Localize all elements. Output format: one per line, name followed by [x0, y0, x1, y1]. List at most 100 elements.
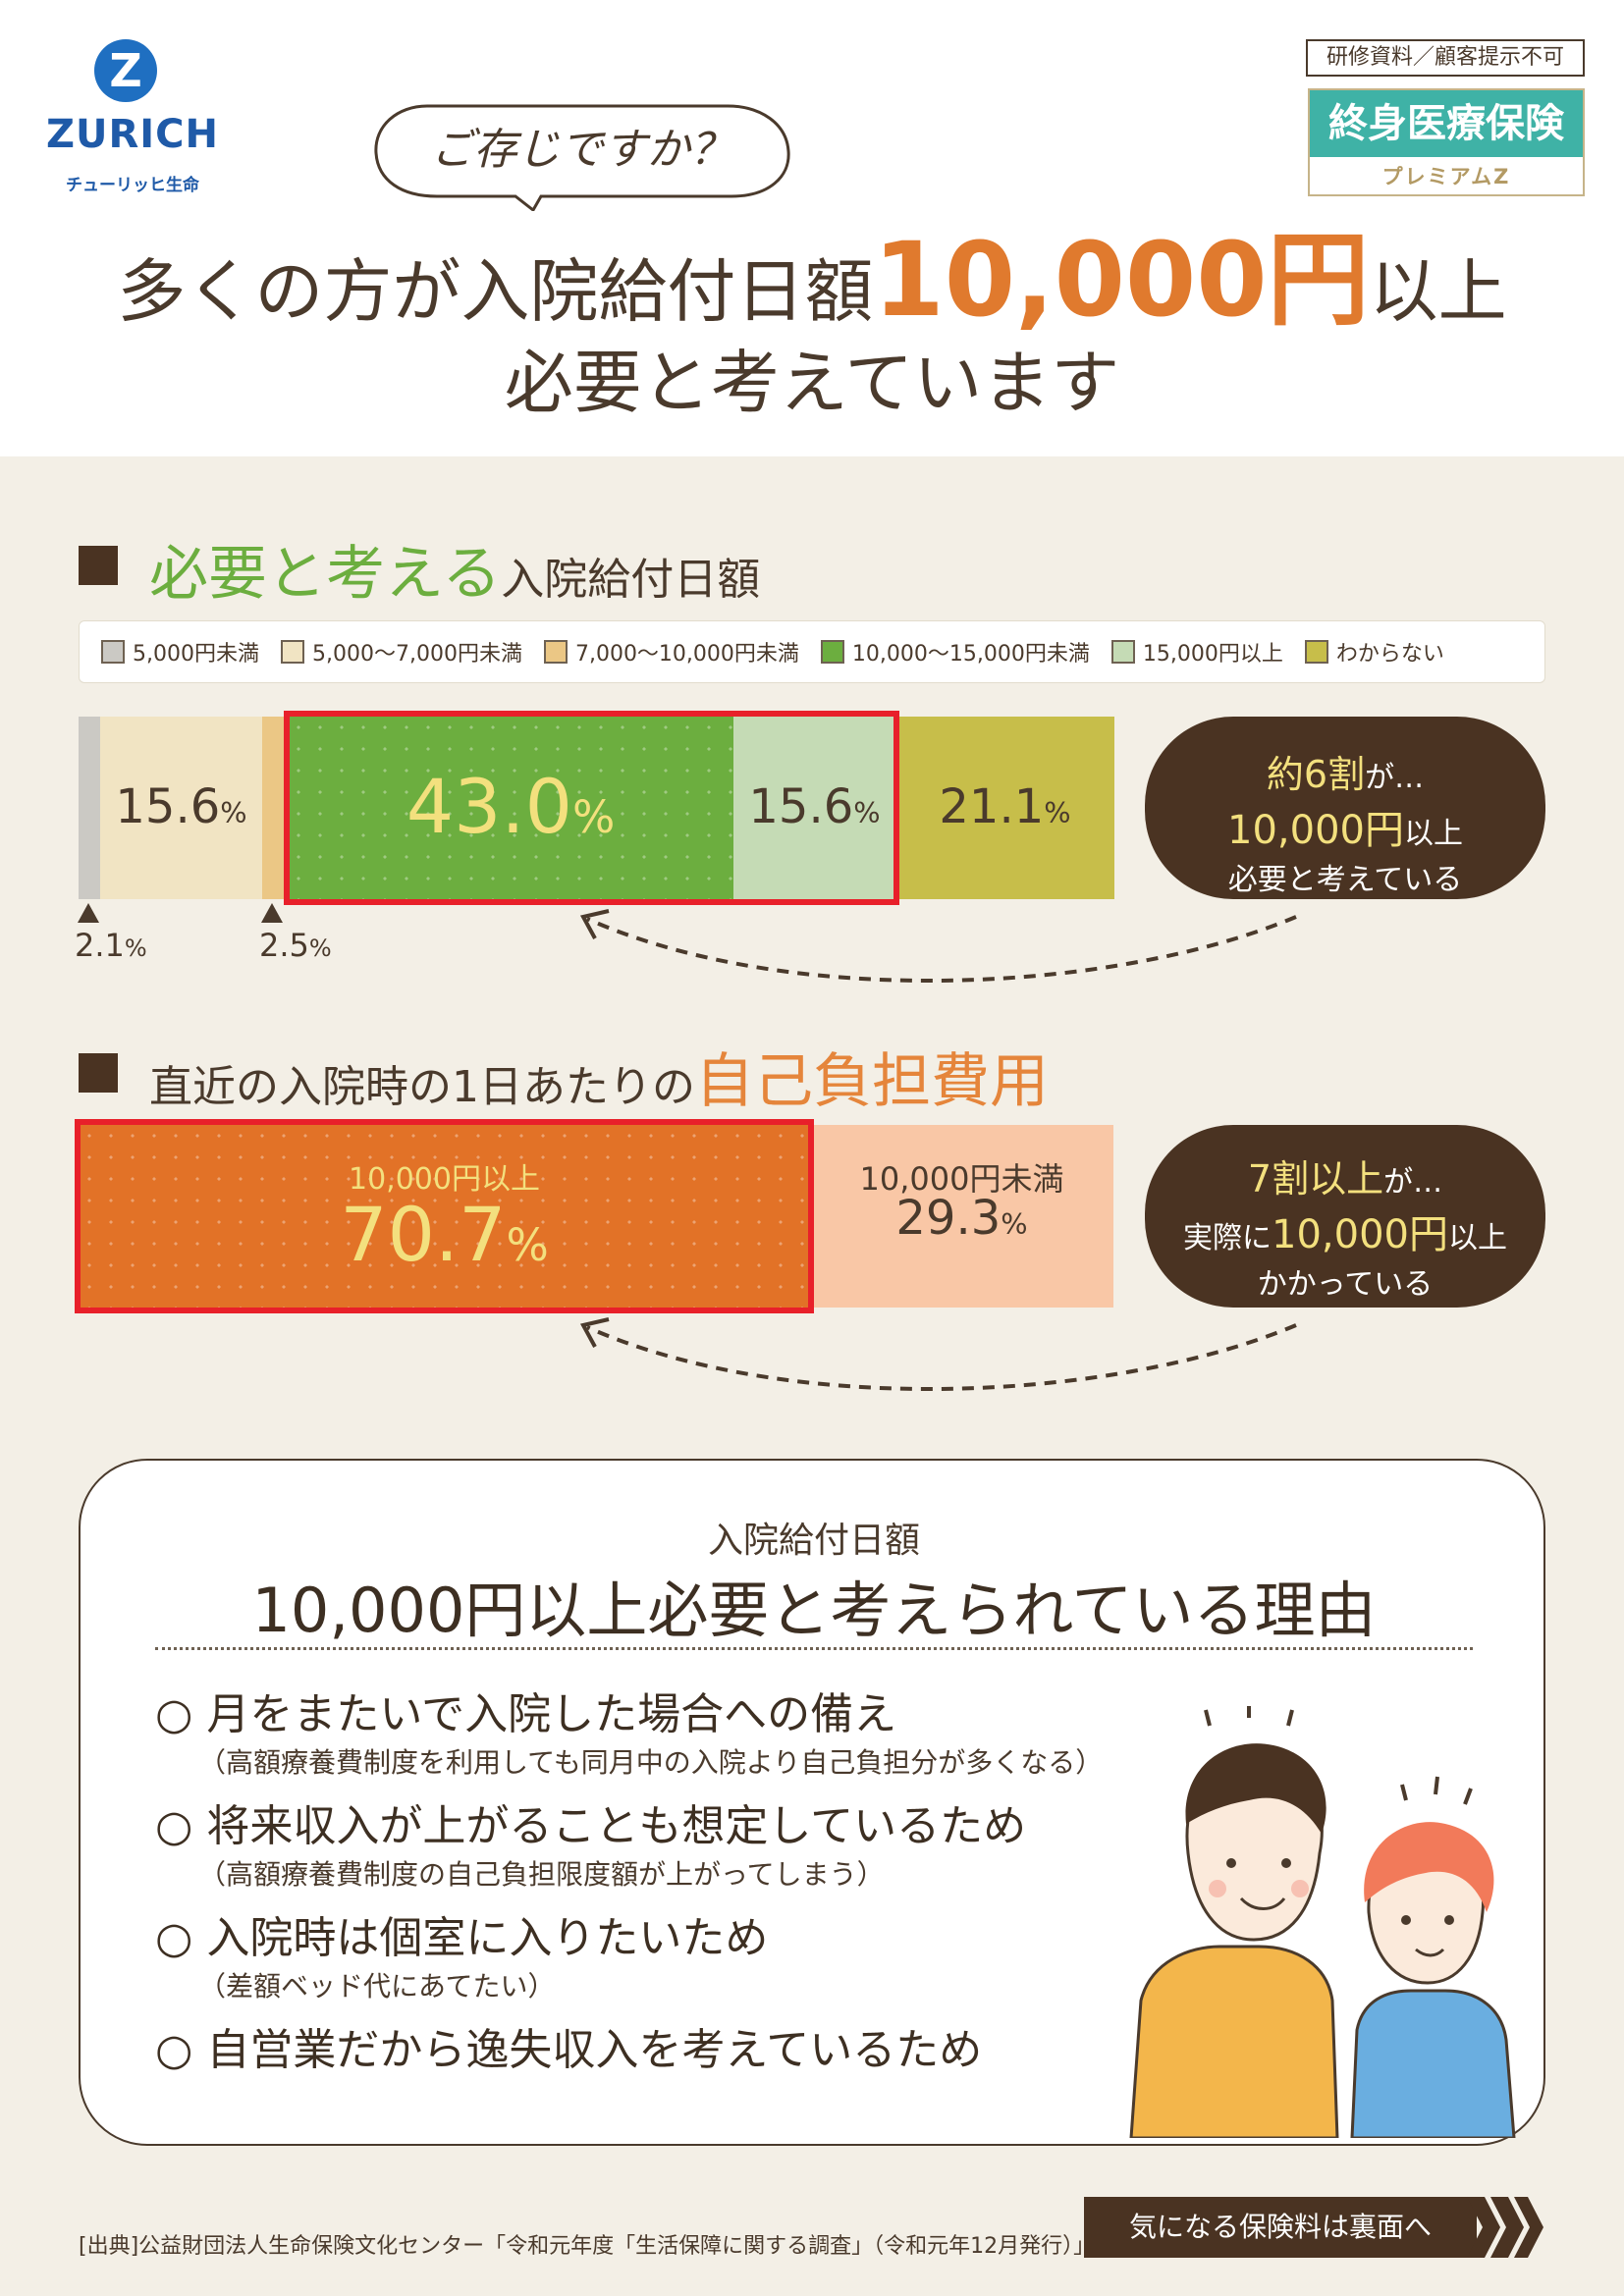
percent-sign: % — [506, 1218, 549, 1271]
section-1-title-highlight: 必要と考える — [149, 540, 502, 609]
percent-sign: % — [124, 934, 147, 962]
highlight-frame — [75, 1119, 814, 1313]
callout-1: 約6割が… 10,000円以上 必要と考えている — [1145, 717, 1545, 899]
legend-swatch — [820, 640, 844, 664]
legend-label: 5,000〜7,000円未満 — [311, 642, 522, 667]
section-2-title: 直近の入院時の1日あたりの自己負担費用 — [149, 1034, 1049, 1119]
legend-swatch — [1304, 640, 1328, 664]
product-name: 終身医療保険 — [1310, 90, 1583, 157]
note-7000-10000: 2.5% — [259, 927, 332, 964]
headline-line-1: 多くの方が入院給付日額10,000円以上 — [39, 226, 1585, 346]
reason-item: ○ 入院時は個室に入りたいため （差額ベッド代にあてたい） — [155, 1902, 768, 2004]
callout-1-emph: 約6割 — [1266, 753, 1366, 796]
speech-bubble-icon — [374, 104, 790, 211]
callout-1-line-3: 必要と考えている — [1227, 863, 1463, 897]
reason-note: （高額療養費制度を利用しても同月中の入院より自己負担分が多くなる） — [198, 1746, 1104, 1779]
value-number: 43.0 — [406, 763, 572, 851]
marker-triangle-icon — [261, 903, 283, 923]
chart-1-legend: 5,000円未満 5,000〜7,000円未満 7,000〜10,000円未満 … — [79, 620, 1545, 683]
circle-bullet-icon: ○ — [155, 2025, 193, 2075]
section-1-square-icon — [79, 546, 118, 585]
legend-label: 7,000〜10,000円未満 — [574, 642, 799, 667]
bar-segment-value: 29.3% — [810, 1191, 1113, 1246]
legend-item: わからない — [1304, 636, 1444, 667]
callout-2: 7割以上が… 実際に10,000円以上 かかっている — [1145, 1125, 1545, 1308]
reason-main: ○ 入院時は個室に入りたいため — [155, 1902, 768, 1965]
reason-text: 将来収入が上がることも想定しているため — [206, 1801, 1027, 1851]
headline-line-2: 必要と考えています — [504, 343, 1120, 423]
see-reverse-side-button[interactable]: 気になる保険料は裏面へ — [1084, 2197, 1477, 2258]
reason-note: （差額ベッド代にあてたい） — [198, 1970, 556, 2002]
legend-label: 10,000〜15,000円未満 — [851, 642, 1090, 667]
callout-2-text: が… — [1383, 1165, 1443, 1200]
bar-segment — [100, 717, 262, 899]
bar-segment-caption: 10,000円未満 — [859, 1159, 1064, 1198]
bar-segment — [288, 717, 733, 899]
note-under-5000: 2.1% — [75, 927, 147, 964]
legend-label: わからない — [1335, 642, 1444, 667]
legend-item: 5,000〜7,000円未満 — [280, 636, 522, 667]
reason-main: ○ 自営業だから逸失収入を考えているため — [155, 2014, 982, 2077]
section-2-square-icon — [79, 1053, 118, 1093]
callout-1-text: 以上 — [1403, 817, 1463, 851]
bar-segment — [810, 1125, 1113, 1308]
stacked-bar-out-of-pocket: 10,000円以上 70.7% 10,000円未満 29.3% — [75, 1119, 1113, 1313]
bubble-text: ご存じですか？ — [430, 125, 733, 175]
legend-item: 15,000円以上 — [1110, 636, 1283, 667]
reason-item: ○ 自営業だから逸失収入を考えているため — [155, 2014, 982, 2077]
triple-chevron-right-icon — [1467, 2197, 1543, 2258]
callout-2-line-1: 7割以上が… — [1145, 1148, 1545, 1202]
circle-bullet-icon: ○ — [155, 1801, 193, 1851]
zurich-logo-icon: Z — [94, 39, 157, 102]
product-badge: 終身医療保険 プレミアムZ — [1308, 88, 1585, 196]
marker-triangle-icon — [78, 903, 99, 923]
percent-sign: % — [853, 796, 881, 830]
bar-segment-value: 70.7% — [79, 1191, 810, 1278]
bar-segment — [733, 717, 895, 899]
note-under-5000-value: 2.1 — [75, 927, 125, 964]
note-7000-10000-value: 2.5 — [259, 927, 309, 964]
internal-notice: 研修資料／顧客提示不可 — [1306, 39, 1585, 77]
reason-item: ○ 月をまたいで入院した場合への備え （高額療養費制度を利用しても同月中の入院よ… — [155, 1679, 1103, 1781]
bar-segment-value: 21.1% — [895, 779, 1114, 834]
reason-main: ○ 月をまたいで入院した場合への備え — [155, 1679, 1103, 1741]
value-number: 21.1 — [939, 779, 1045, 835]
percent-sign: % — [1001, 1206, 1028, 1241]
legend-label: 15,000円以上 — [1142, 642, 1283, 667]
reason-text: 入院時は個室に入りたいため — [206, 1913, 769, 1963]
section-1-title-rest: 入院給付日額 — [501, 555, 761, 605]
curved-arrow-icon — [579, 1317, 1297, 1392]
legend-swatch — [101, 640, 125, 664]
callout-2-amount: 10,000円 — [1272, 1212, 1448, 1257]
reason-note: （高額療養費制度の自己負担限度額が上がってしまう） — [198, 1858, 885, 1891]
callout-2-text: 実際に — [1183, 1221, 1272, 1255]
section-2-title-highlight: 自己負担費用 — [695, 1047, 1049, 1116]
bar-segment — [79, 1125, 810, 1308]
legend-swatch — [543, 640, 568, 664]
curved-arrow-icon — [579, 909, 1297, 984]
legend-swatch — [280, 640, 304, 664]
callout-2-line-3: かかっている — [1257, 1267, 1434, 1302]
reasons-subtitle: 入院給付日額 — [707, 1521, 920, 1561]
circle-bullet-icon: ○ — [155, 1913, 193, 1963]
bar-segment-value: 15.6% — [100, 779, 262, 834]
legend-item: 7,000〜10,000円未満 — [543, 636, 799, 667]
percent-sign: % — [308, 934, 332, 962]
legend-item: 10,000〜15,000円未満 — [820, 636, 1090, 667]
value-number: 70.7 — [340, 1190, 507, 1278]
dotted-divider — [155, 1647, 1473, 1650]
callout-1-text: が… — [1365, 761, 1425, 795]
bar-segment-value: 43.0% — [288, 763, 733, 850]
headline-amount: 10,000円 — [873, 220, 1370, 340]
value-number: 15.6 — [115, 779, 221, 835]
legend-label: 5,000円未満 — [133, 642, 259, 667]
bar-segment-caption: 10,000円以上 — [349, 1161, 540, 1197]
brand-name: ZURICH — [46, 112, 219, 157]
reason-text: 自営業だから逸失収入を考えているため — [206, 2025, 983, 2075]
reasons-panel: 入院給付日額 10,000円以上必要と考えられている理由 ○ 月をまたいで入院し… — [79, 1459, 1545, 2146]
highlight-frame — [284, 711, 899, 905]
percent-sign: % — [571, 791, 616, 844]
stacked-bar-required-benefit: 15.6% 43.0% 15.6% 21.1% — [79, 711, 1114, 905]
reason-text: 月をまたいで入院した場合への備え — [206, 1689, 897, 1739]
callout-1-amount: 10,000円 — [1227, 808, 1404, 853]
